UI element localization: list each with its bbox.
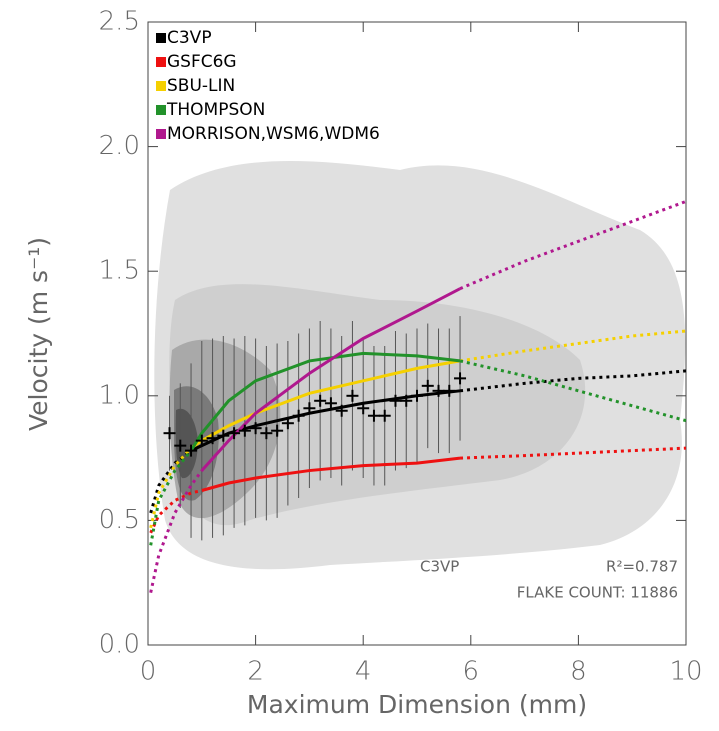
y-axis-title: Velocity (m s⁻¹): [24, 237, 53, 431]
data-point: [217, 429, 230, 442]
series-line: [149, 469, 204, 593]
legend-label: GSFC6G: [167, 52, 237, 72]
data-point: [260, 427, 273, 440]
data-point: [185, 444, 198, 457]
legend-label: SBU-LIN: [167, 76, 235, 96]
x-axis-title: Maximum Dimension (mm): [247, 690, 587, 719]
legend-label: C3VP: [167, 28, 212, 48]
series-line: [459, 369, 687, 393]
series-line: [459, 200, 687, 291]
x-tick-label: 2: [247, 657, 264, 687]
data-point: [421, 379, 434, 392]
data-point: [228, 427, 241, 440]
data-point: [206, 432, 219, 445]
data-point: [378, 409, 391, 422]
annotation: C3VP: [420, 558, 459, 576]
data-point: [335, 404, 348, 417]
data-point: [303, 402, 316, 415]
series-line: [149, 449, 193, 546]
series-line: [149, 449, 192, 514]
data-point: [357, 402, 370, 415]
legend-swatch: [156, 57, 166, 67]
x-tick-label: 6: [463, 657, 480, 687]
y-tick-label: 2.5: [99, 7, 140, 37]
x-tick-label: 10: [669, 657, 702, 687]
y-tick-label: 2.0: [99, 131, 140, 161]
x-tick-label: 4: [355, 657, 372, 687]
series-line: [189, 351, 461, 452]
legend-swatch: [156, 33, 166, 43]
x-tick-label: 0: [140, 657, 157, 687]
plot-frame: [147, 21, 687, 646]
series-line: [201, 456, 461, 492]
series-line: [200, 287, 461, 472]
data-point: [249, 422, 262, 435]
series-line: [190, 389, 461, 452]
series-line: [459, 359, 687, 423]
y-tick-label: 0.5: [99, 505, 140, 535]
data-point: [195, 434, 208, 447]
data-point: [443, 384, 456, 397]
data-point: [281, 417, 294, 430]
series-line: [149, 447, 193, 529]
annotation: R²=0.787: [606, 558, 678, 576]
data-point: [324, 397, 337, 410]
y-tick-label: 1.0: [99, 380, 140, 410]
data-point: [411, 389, 423, 402]
legend-label: THOMPSON: [166, 100, 265, 120]
y-tick-label: 1.5: [99, 256, 140, 286]
data-point: [400, 394, 413, 407]
data-point: [314, 394, 327, 407]
data-point: [163, 427, 176, 440]
legend-label: MORRISON,WSM6,WDM6: [167, 124, 380, 144]
x-tick-label: 8: [570, 657, 587, 687]
data-point: [238, 424, 251, 437]
data-point: [292, 409, 305, 422]
legend-swatch: [156, 81, 166, 91]
data-point: [174, 439, 187, 452]
data-point: [367, 409, 380, 422]
data-point: [346, 389, 359, 402]
data-point: [389, 394, 402, 407]
series-line: [190, 359, 461, 450]
series-line: [459, 446, 687, 460]
series-line: [459, 329, 687, 363]
data-point: [432, 384, 445, 397]
legend-swatch: [156, 129, 166, 139]
y-tick-label: 0.0: [99, 630, 140, 660]
data-point: [271, 424, 284, 437]
data-point: [454, 372, 467, 385]
legend-swatch: [156, 105, 166, 115]
annotation: FLAKE COUNT: 11886: [517, 584, 678, 602]
